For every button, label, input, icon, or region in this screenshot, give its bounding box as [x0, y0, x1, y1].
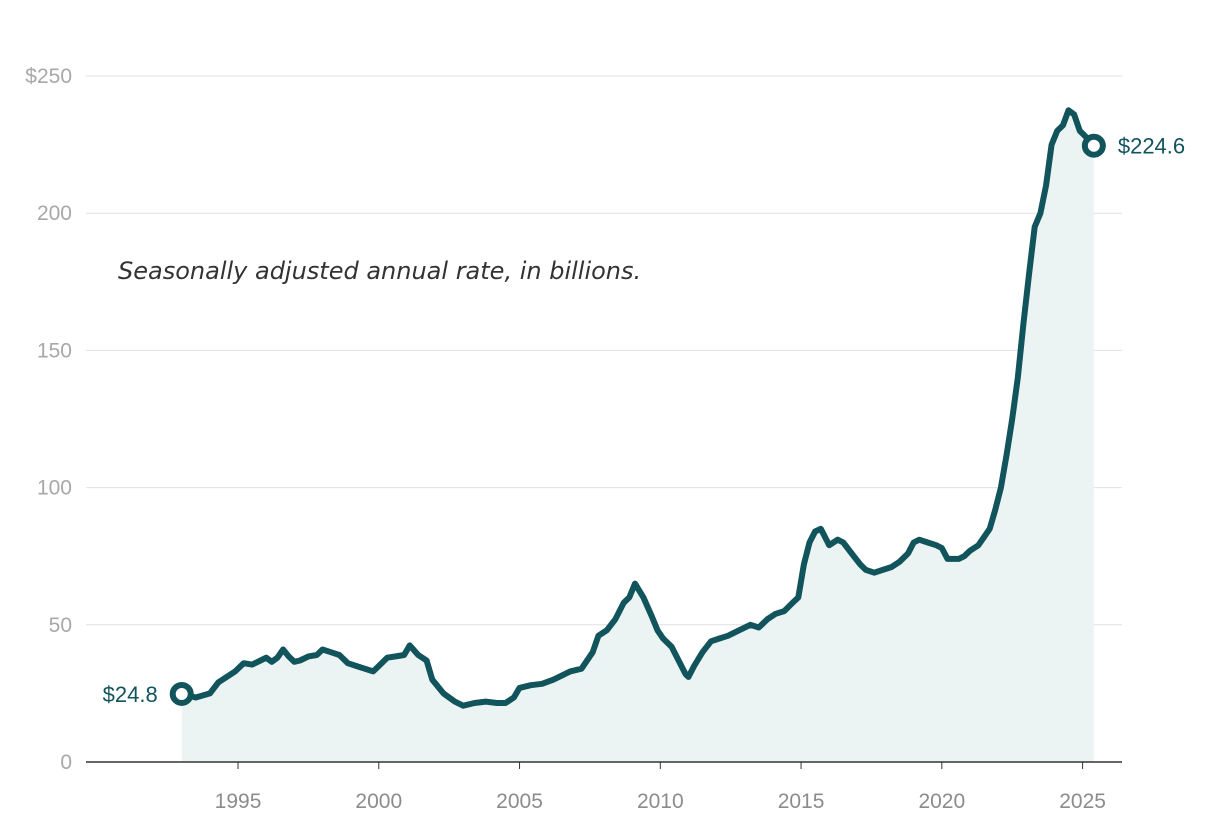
y-tick-label-250: $250: [25, 65, 72, 88]
end-point-marker: [1081, 133, 1106, 158]
rate-annotation: Seasonally adjusted annual rate, in bill…: [118, 257, 641, 285]
y-tick-label-100: 100: [37, 477, 72, 500]
series-line: [178, 107, 1097, 709]
gridlines: [86, 75, 1122, 626]
start-value-label: $24.8: [103, 682, 158, 707]
series-area-fill: [181, 110, 1094, 763]
x-tick-label-2010: 2010: [637, 790, 684, 813]
end-value-label: $224.6: [1118, 134, 1185, 159]
x-tick-label-2020: 2020: [918, 790, 965, 813]
y-tick-label-150: 150: [37, 339, 72, 362]
y-tick-label-50: 50: [49, 614, 72, 637]
x-tick-label-2000: 2000: [355, 790, 402, 813]
x-axis-tick-labels: 1995 2000 2005 2010 2015 2020 2025: [215, 762, 1106, 813]
x-tick-label-2025: 2025: [1059, 790, 1106, 813]
y-tick-label-0: 0: [60, 751, 72, 774]
x-tick-label-2005: 2005: [496, 790, 543, 813]
x-tick-label-1995: 1995: [215, 790, 262, 813]
y-tick-label-200: 200: [37, 202, 72, 225]
start-point-marker: [169, 681, 194, 706]
x-tick-label-2015: 2015: [778, 790, 825, 813]
y-axis-tick-labels: 0 50 100 150 200 $250: [25, 65, 72, 774]
